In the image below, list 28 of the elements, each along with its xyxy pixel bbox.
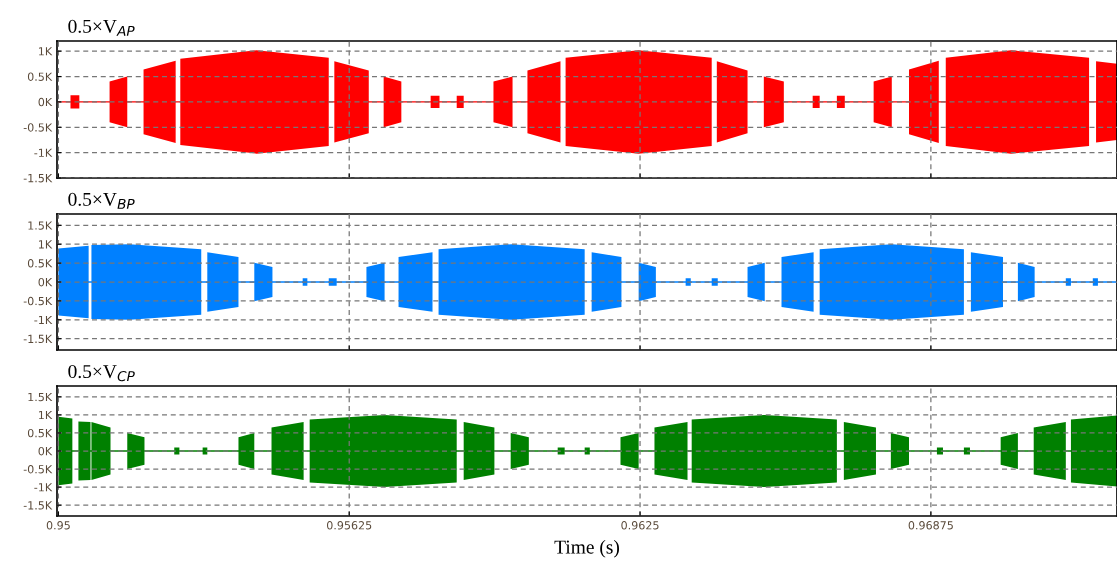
chart-title: 0.5×V$_{CP}$ bbox=[68, 364, 135, 382]
y-tick-label: -1K bbox=[34, 315, 53, 324]
y-tick-label: -1K bbox=[34, 148, 53, 157]
y-tick-label: 0K bbox=[38, 277, 53, 287]
chart-title: 0.5×V$_{AP}$ bbox=[68, 19, 135, 36]
x-axis-title: Time (s) bbox=[554, 539, 620, 558]
y-tick-label: 0K bbox=[38, 97, 53, 107]
y-tick-label: 1K bbox=[39, 411, 53, 420]
y-tick-label: 0.5K bbox=[27, 259, 53, 268]
y-tick-label: 1K bbox=[39, 47, 53, 56]
y-tick-label: -0.5K bbox=[23, 296, 53, 306]
y-tick-label: -1.5K bbox=[23, 501, 53, 510]
y-tick-label: 0.5K bbox=[27, 428, 53, 438]
y-tick-label: 0.5K bbox=[27, 72, 53, 81]
y-tick-label: -0.5K bbox=[23, 465, 53, 474]
chart-title: 0.5×V$_{BP}$ bbox=[68, 192, 135, 209]
y-tick-label: -1.5K bbox=[23, 174, 53, 183]
y-tick-label: 1.5K bbox=[28, 392, 53, 402]
y-tick-label: 0K bbox=[38, 446, 53, 456]
y-tick-label: 1.5K bbox=[28, 221, 53, 230]
x-tick-label: 0.9625 bbox=[621, 521, 659, 530]
y-tick-label: -1.5K bbox=[23, 334, 53, 344]
x-tick-label: 0.96875 bbox=[908, 521, 953, 530]
x-tick-label: 0.95625 bbox=[326, 521, 372, 530]
y-tick-label: 1K bbox=[39, 240, 53, 249]
x-tick-label: 0.95 bbox=[46, 521, 70, 530]
y-tick-label: -1K bbox=[34, 483, 53, 492]
y-tick-label: -0.5K bbox=[23, 123, 53, 132]
